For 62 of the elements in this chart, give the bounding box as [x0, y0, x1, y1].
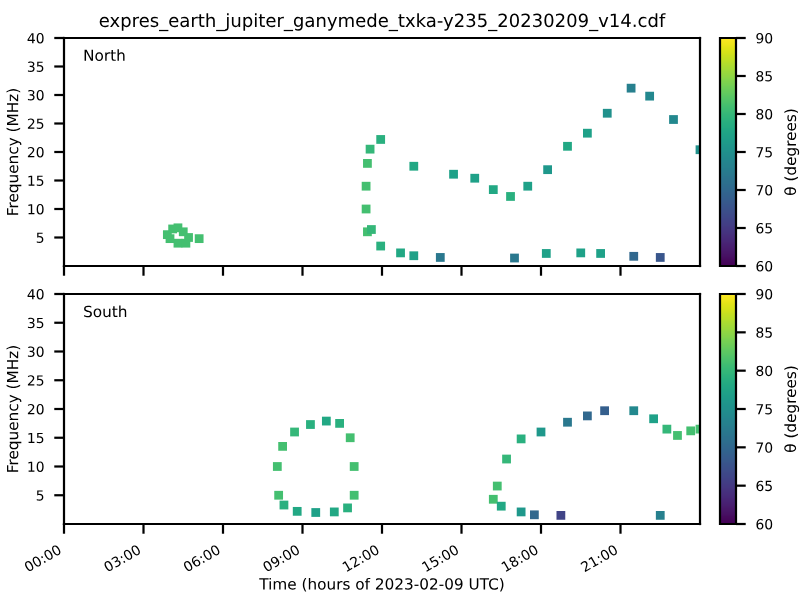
point [629, 251, 639, 261]
point [662, 424, 672, 434]
point [563, 417, 572, 427]
point [488, 494, 498, 504]
point [409, 161, 419, 171]
point [510, 253, 519, 263]
point [349, 490, 359, 500]
point [361, 181, 371, 191]
point [506, 192, 515, 201]
point [649, 414, 659, 424]
point [335, 418, 344, 428]
point [365, 144, 375, 154]
point [543, 165, 553, 175]
point [349, 462, 359, 471]
point [523, 181, 533, 191]
point [376, 135, 386, 144]
point [396, 248, 405, 258]
point [409, 251, 419, 261]
point [563, 141, 572, 151]
point [602, 108, 612, 118]
point [582, 128, 592, 138]
point [686, 426, 696, 436]
point [435, 253, 445, 262]
point [173, 238, 183, 248]
point [311, 508, 321, 517]
point [576, 248, 586, 258]
point [492, 481, 502, 491]
point [470, 173, 480, 183]
point [321, 416, 331, 426]
point [488, 185, 498, 195]
point [306, 420, 315, 429]
point [516, 507, 526, 517]
point [449, 169, 458, 179]
point [541, 249, 551, 258]
point [292, 506, 302, 516]
point [502, 454, 511, 464]
point [194, 234, 204, 244]
point [600, 406, 609, 416]
point [363, 159, 372, 168]
point [376, 241, 386, 251]
point [529, 510, 539, 520]
point [278, 441, 288, 451]
point [582, 411, 592, 421]
point [645, 91, 655, 101]
point [343, 503, 352, 513]
point [516, 434, 526, 444]
point [274, 490, 284, 500]
point [669, 115, 678, 124]
chart-title: expres_earth_jupiter_ganymede_txka-y235_20230209_v14.cdf [99, 13, 666, 32]
point [655, 253, 665, 262]
point [272, 462, 282, 471]
point [596, 249, 606, 258]
point [556, 510, 566, 520]
point [329, 507, 339, 517]
point [626, 83, 636, 93]
point [655, 510, 665, 520]
point [345, 433, 355, 443]
point [496, 501, 506, 511]
point [673, 431, 682, 440]
point [290, 427, 299, 437]
point [629, 406, 639, 416]
point [181, 238, 191, 248]
